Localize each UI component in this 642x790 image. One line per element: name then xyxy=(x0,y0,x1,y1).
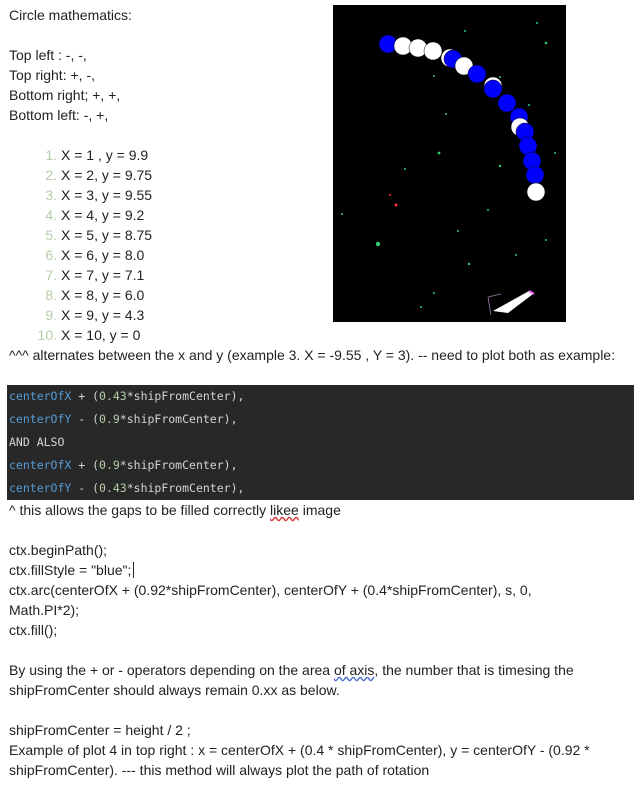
code-line: centerOfY - (0.9*shipFromCenter), xyxy=(9,412,238,426)
example-line-2: shipFromCenter). --- this method will al… xyxy=(9,762,430,778)
ball-arc xyxy=(378,34,546,202)
example-line-1: Example of plot 4 in top right : x = cen… xyxy=(9,742,590,758)
list-item-number: 10. xyxy=(37,327,57,343)
list-item-number: 7. xyxy=(45,267,57,283)
code-fill-style: ctx.fillStyle = "blue"; xyxy=(9,560,135,580)
spellcheck-phrase[interactable]: of axis xyxy=(333,662,375,678)
list-item-text: X = 5, y = 8.75 xyxy=(61,227,153,243)
code-line: AND ALSO xyxy=(9,435,65,449)
list-item: 10. X = 10, y = 0 xyxy=(33,325,152,345)
quadrant-top-right: Top right: +, -, xyxy=(9,67,95,83)
ship-formula: shipFromCenter = height / 2 ; xyxy=(9,722,191,738)
ship-trail xyxy=(487,290,535,316)
list-item: 4. X = 4, y = 9.2 xyxy=(33,205,152,225)
code-block: centerOfX + (0.43*shipFromCenter), cente… xyxy=(7,385,634,500)
list-item: 6. X = 6, y = 8.0 xyxy=(33,245,152,265)
code-line: centerOfY - (0.43*shipFromCenter), xyxy=(9,481,245,495)
code-arc: ctx.arc(centerOfX + (0.92*shipFromCenter… xyxy=(9,582,532,598)
list-item-number: 9. xyxy=(45,307,57,323)
stars xyxy=(341,22,556,308)
list-item-text: X = 7, y = 7.1 xyxy=(61,267,145,283)
list-item-number: 1. xyxy=(45,147,57,163)
list-item-text: X = 6, y = 8.0 xyxy=(61,247,145,263)
list-item: 8. X = 8, y = 6.0 xyxy=(33,285,152,305)
code-math-pi: Math.PI*2); xyxy=(9,602,80,618)
list-item-number: 3. xyxy=(45,187,57,203)
list-item-number: 8. xyxy=(45,287,57,303)
list-item-text: X = 2, y = 9.75 xyxy=(61,167,153,183)
code-fill: ctx.fill(); xyxy=(9,622,58,638)
list-item-number: 4. xyxy=(45,207,57,223)
rotation-preview-svg xyxy=(341,22,556,316)
list-item-text: X = 8, y = 6.0 xyxy=(61,287,145,303)
points-list: 1. X = 1 , y = 9.9 2. X = 2, y = 9.75 3. X … xyxy=(33,145,153,345)
operators-note: By using the + or - operators depending … xyxy=(9,662,574,678)
code-line: centerOfX + (0.43*shipFromCenter), xyxy=(9,389,245,403)
list-item-text: X = 3, y = 9.55 xyxy=(61,187,153,203)
list-item-text: X = 1 , y = 9.9 xyxy=(61,147,149,163)
code-begin-path: ctx.beginPath(); xyxy=(9,542,108,558)
text-cursor xyxy=(133,562,135,578)
list-item-number: 2. xyxy=(45,167,57,183)
list-item-text: X = 10, y = 0 xyxy=(61,327,141,343)
quadrant-top-left: Top left : -, -, xyxy=(9,47,87,63)
doc-title: Circle mathematics: xyxy=(9,7,132,23)
operators-note-line2: shipFromCenter should always remain 0.xx… xyxy=(9,682,340,698)
list-item: 3. X = 3, y = 9.55 xyxy=(33,185,152,205)
quadrant-bottom-left: Bottom left: -, +, xyxy=(9,107,109,123)
red-dots xyxy=(389,194,398,207)
list-item: 9. X = 9, y = 4.3 xyxy=(33,305,152,325)
list-item: 1. X = 1 , y = 9.9 xyxy=(33,145,152,165)
list-item: 5. X = 5, y = 8.75 xyxy=(33,225,152,245)
list-item-text: X = 9, y = 4.3 xyxy=(61,307,145,323)
quadrant-bottom-right: Bottom right; +, +, xyxy=(9,87,121,103)
list-item: 7. X = 7, y = 7.1 xyxy=(33,265,152,285)
rotation-preview-image xyxy=(333,5,566,322)
spellcheck-word[interactable]: likee xyxy=(270,502,299,518)
code-line: centerOfX + (0.9*shipFromCenter), xyxy=(9,458,238,472)
list-item-text: X = 4, y = 9.2 xyxy=(61,207,145,223)
alternates-note: ^^^ alternates between the x and y (exam… xyxy=(9,347,615,363)
list-item-number: 5. xyxy=(45,227,57,243)
list-item-number: 6. xyxy=(45,247,57,263)
gaps-note: ^ this allows the gaps to be filled corr… xyxy=(9,502,341,518)
list-item: 2. X = 2, y = 9.75 xyxy=(33,165,152,185)
